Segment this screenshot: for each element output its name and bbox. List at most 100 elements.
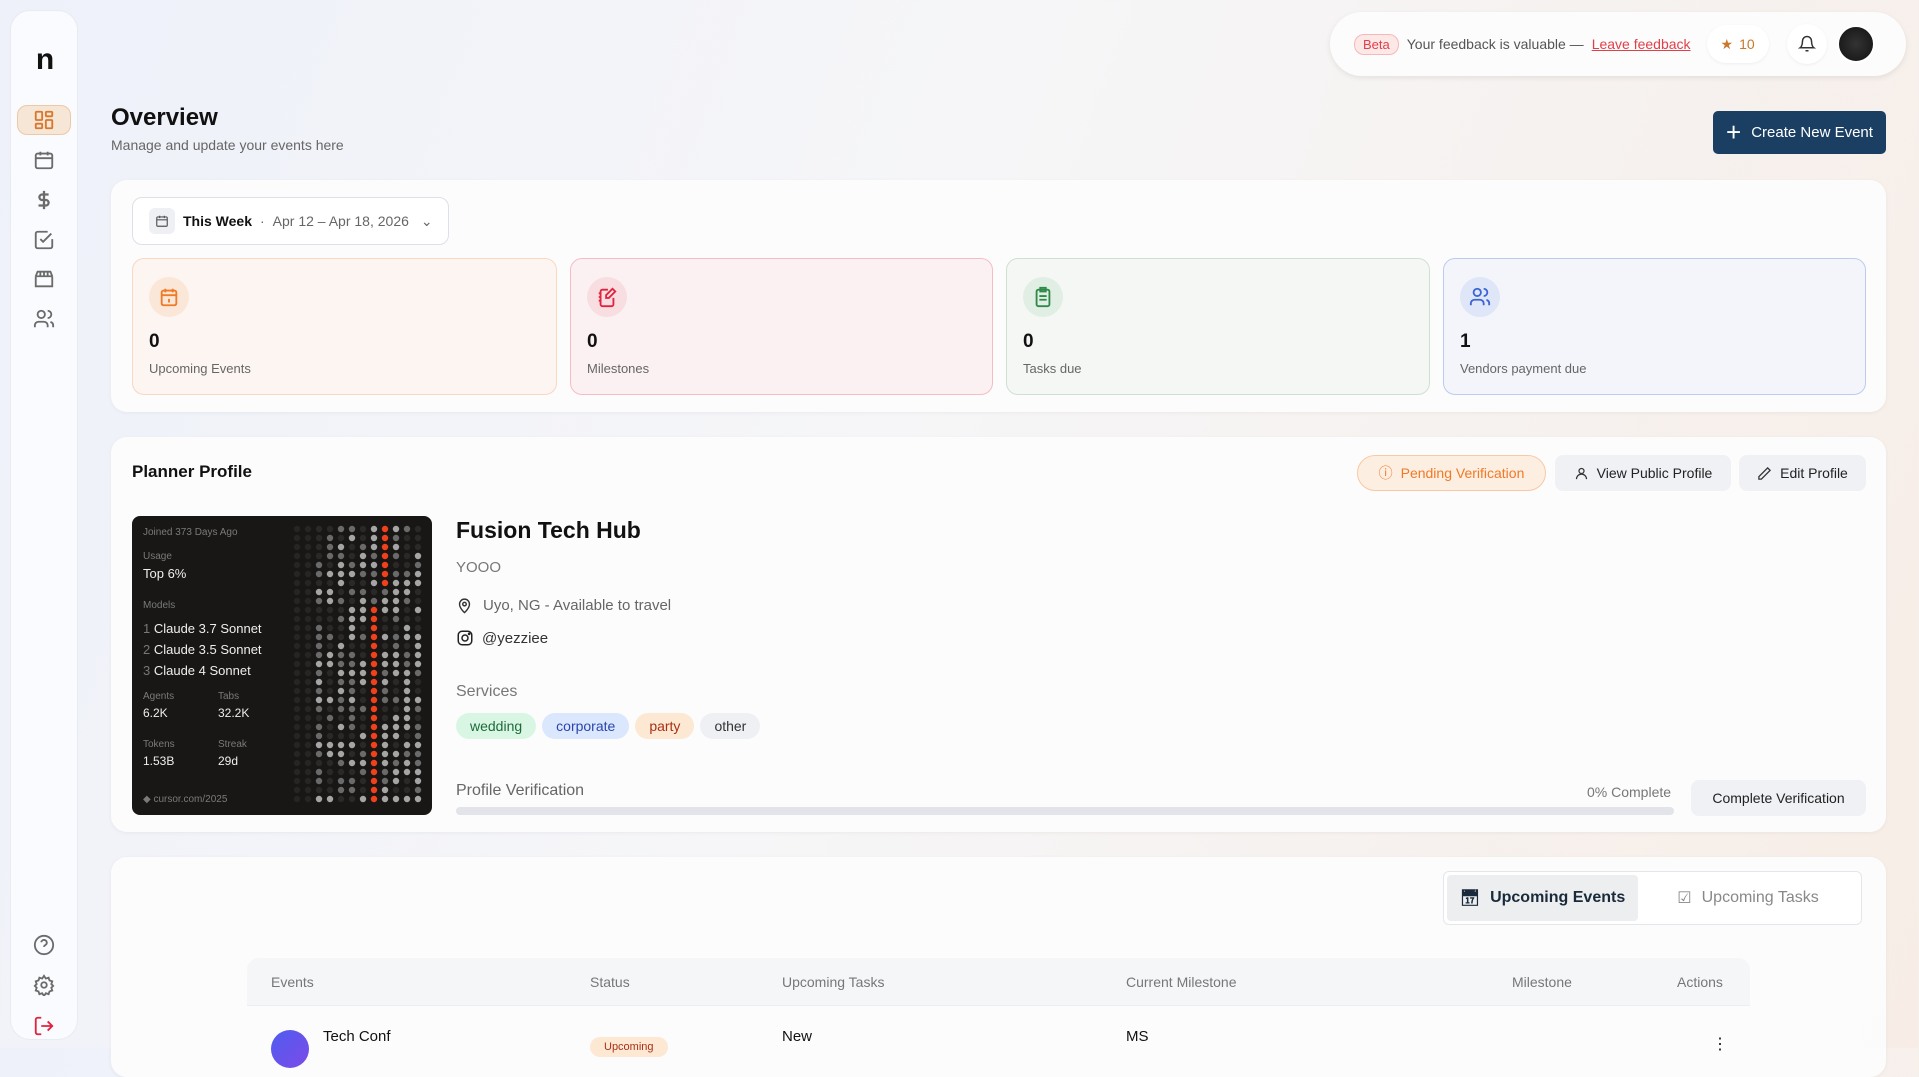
sidebar-item-tasks[interactable] xyxy=(17,225,71,255)
activity-dot xyxy=(359,723,367,731)
activity-dot xyxy=(315,579,323,587)
activity-dot xyxy=(381,741,389,749)
clipboard-icon xyxy=(1023,277,1063,317)
activity-dot xyxy=(403,723,411,731)
activity-dot xyxy=(315,624,323,632)
activity-dot xyxy=(370,579,378,587)
activity-dot xyxy=(348,786,356,794)
sidebar-logout[interactable] xyxy=(17,1011,71,1041)
activity-dot xyxy=(359,579,367,587)
activity-dot xyxy=(414,795,422,803)
activity-dot xyxy=(392,732,400,740)
activity-dot xyxy=(315,687,323,695)
activity-dot xyxy=(403,696,411,704)
activity-dot xyxy=(348,597,356,605)
activity-dot xyxy=(337,768,345,776)
activity-dot xyxy=(381,588,389,596)
activity-dot xyxy=(348,552,356,560)
activity-dot xyxy=(315,543,323,551)
create-event-button[interactable]: + Create New Event xyxy=(1713,111,1886,154)
activity-dot xyxy=(293,795,301,803)
sidebar-item-calendar[interactable] xyxy=(17,145,71,175)
activity-dot xyxy=(359,651,367,659)
activity-dot xyxy=(403,588,411,596)
activity-dot xyxy=(370,777,378,785)
activity-dot xyxy=(392,741,400,749)
activity-dot xyxy=(370,624,378,632)
sidebar-item-finance[interactable] xyxy=(17,185,71,215)
sidebar-item-dashboard[interactable] xyxy=(17,105,71,135)
activity-dot xyxy=(293,525,301,533)
activity-dot xyxy=(370,606,378,614)
tokens-label: Tokens xyxy=(143,739,175,750)
activity-dot xyxy=(337,669,345,677)
stat-vendors-payment-due[interactable]: 1 Vendors payment due xyxy=(1443,258,1866,395)
activity-dot xyxy=(348,714,356,722)
activity-dot xyxy=(293,750,301,758)
activity-dot xyxy=(392,795,400,803)
sidebar-help[interactable] xyxy=(17,930,71,960)
sidebar-settings[interactable] xyxy=(17,970,71,1000)
activity-dot xyxy=(348,615,356,623)
activity-dot xyxy=(293,786,301,794)
activity-dot xyxy=(370,750,378,758)
avatar[interactable] xyxy=(1836,25,1875,63)
complete-verification-button[interactable]: Complete Verification xyxy=(1691,780,1866,816)
activity-dot xyxy=(293,660,301,668)
more-actions-icon[interactable]: ⋮ xyxy=(1712,1036,1728,1053)
activity-dot xyxy=(403,660,411,668)
activity-dot xyxy=(403,525,411,533)
activity-dot xyxy=(326,579,334,587)
activity-dot xyxy=(348,642,356,650)
upcoming-task: New xyxy=(782,1028,813,1045)
activity-dot xyxy=(293,687,301,695)
tab-upcoming-tasks[interactable]: ☑ Upcoming Tasks xyxy=(1638,875,1858,921)
activity-dot xyxy=(392,561,400,569)
activity-dot xyxy=(370,795,378,803)
notifications-button[interactable] xyxy=(1786,24,1827,64)
activity-dot xyxy=(414,543,422,551)
view-public-profile-button[interactable]: View Public Profile xyxy=(1555,455,1731,491)
activity-dot xyxy=(392,552,400,560)
date-range-picker[interactable]: This Week · Apr 12 – Apr 18, 2026 ⌄ xyxy=(132,197,449,245)
stat-milestones[interactable]: 0 Milestones xyxy=(570,258,993,395)
view-profile-label: View Public Profile xyxy=(1596,465,1713,481)
activity-dot xyxy=(293,570,301,578)
column-header: Events xyxy=(271,974,314,990)
activity-dot xyxy=(403,624,411,632)
activity-dot xyxy=(403,741,411,749)
activity-dot xyxy=(337,534,345,542)
activity-dot xyxy=(414,633,422,641)
instagram-handle[interactable]: @yezziee xyxy=(456,629,548,647)
stat-value: 1 xyxy=(1460,331,1471,352)
activity-dot xyxy=(370,534,378,542)
activity-dot xyxy=(370,714,378,722)
activity-dot xyxy=(348,705,356,713)
stat-upcoming-events[interactable]: 0 Upcoming Events xyxy=(132,258,557,395)
activity-dot xyxy=(304,642,312,650)
activity-dot xyxy=(326,561,334,569)
stat-tasks-due[interactable]: 0 Tasks due xyxy=(1006,258,1430,395)
activity-dot xyxy=(337,624,345,632)
activity-dot xyxy=(293,651,301,659)
stars-button[interactable]: ★ 10 xyxy=(1706,25,1769,63)
activity-dot xyxy=(370,642,378,650)
column-header: Actions xyxy=(1677,974,1723,990)
sidebar-item-team[interactable] xyxy=(17,304,71,334)
edit-profile-button[interactable]: Edit Profile xyxy=(1739,455,1866,491)
sidebar: n xyxy=(10,10,78,1040)
activity-dot xyxy=(315,552,323,560)
activity-dot xyxy=(381,723,389,731)
sidebar-item-vendors[interactable] xyxy=(17,264,71,294)
activity-dot xyxy=(304,714,312,722)
tab-upcoming-events[interactable]: 📅︎ Upcoming Events xyxy=(1447,875,1638,921)
activity-dot xyxy=(370,768,378,776)
app-logo: n xyxy=(35,43,55,76)
activity-dot xyxy=(414,786,422,794)
activity-dot xyxy=(293,561,301,569)
activity-dot xyxy=(359,669,367,677)
page-subtitle: Manage and update your events here xyxy=(111,137,344,153)
leave-feedback-link[interactable]: Leave feedback xyxy=(1591,36,1691,52)
activity-dot xyxy=(359,732,367,740)
table-row[interactable]: Tech Conf Upcoming New MS ⋮ xyxy=(247,1006,1750,1068)
